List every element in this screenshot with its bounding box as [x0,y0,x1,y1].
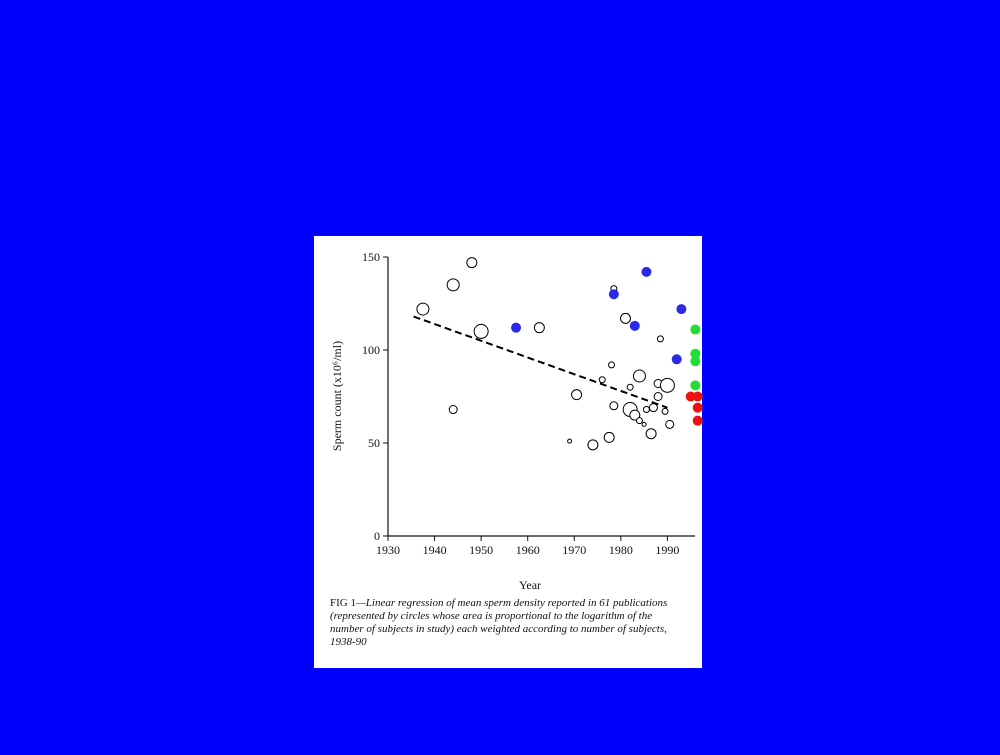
x-tick-label: 1940 [423,543,447,557]
x-tick-label: 1950 [469,543,493,557]
data-point [609,401,619,411]
data-point [619,312,631,324]
data-point [567,438,573,444]
y-tick-label: 0 [374,529,380,543]
data-point [661,407,669,415]
x-tick-label: 1980 [609,543,633,557]
data-point [645,428,657,440]
caption-text: —Linear regression of mean sperm density… [330,597,668,648]
data-point [446,278,460,292]
figure-background [314,236,702,668]
data-point [626,383,634,391]
data-point [603,431,615,443]
data-point [635,417,643,425]
caption: FIG 1—Linear regression of mean sperm de… [330,597,688,649]
data-point [629,320,640,331]
data-point [473,323,489,339]
data-point [641,421,647,427]
data-point [692,415,703,426]
y-axis-label: Sperm count (x10⁶/ml) [330,341,344,451]
data-point [690,356,701,367]
x-tick-label: 1960 [516,543,540,557]
data-point [587,439,599,451]
data-point [571,389,583,401]
data-point [665,419,675,429]
data-point [648,403,658,413]
data-point [692,391,703,402]
data-point [641,266,652,277]
data-point [632,369,646,383]
figure-label: FIG 1 [330,597,356,609]
data-point [653,392,663,401]
x-tick-label: 1970 [562,543,586,557]
data-point [690,324,701,335]
data-point [511,322,522,333]
regression-line [413,315,668,409]
data-point [676,304,687,315]
data-point [448,405,458,415]
data-point [690,380,701,391]
data-point [608,289,619,300]
data-point [608,361,616,369]
data-point [656,335,664,343]
data-point [685,391,696,402]
data-point [671,354,682,365]
data-point [598,376,606,384]
y-tick-label: 50 [368,436,380,450]
x-axis-label: Year [519,578,541,592]
data-point [629,409,641,421]
data-point [692,402,703,413]
data-point [642,406,650,414]
data-point [690,348,701,359]
x-tick-label: 1990 [655,543,679,557]
data-point [416,302,430,316]
y-tick-label: 150 [362,250,380,264]
y-tick-label: 100 [362,343,380,357]
x-tick-label: 1930 [376,543,400,557]
data-point [533,322,545,334]
data-point [466,257,478,269]
data-point [659,377,675,393]
